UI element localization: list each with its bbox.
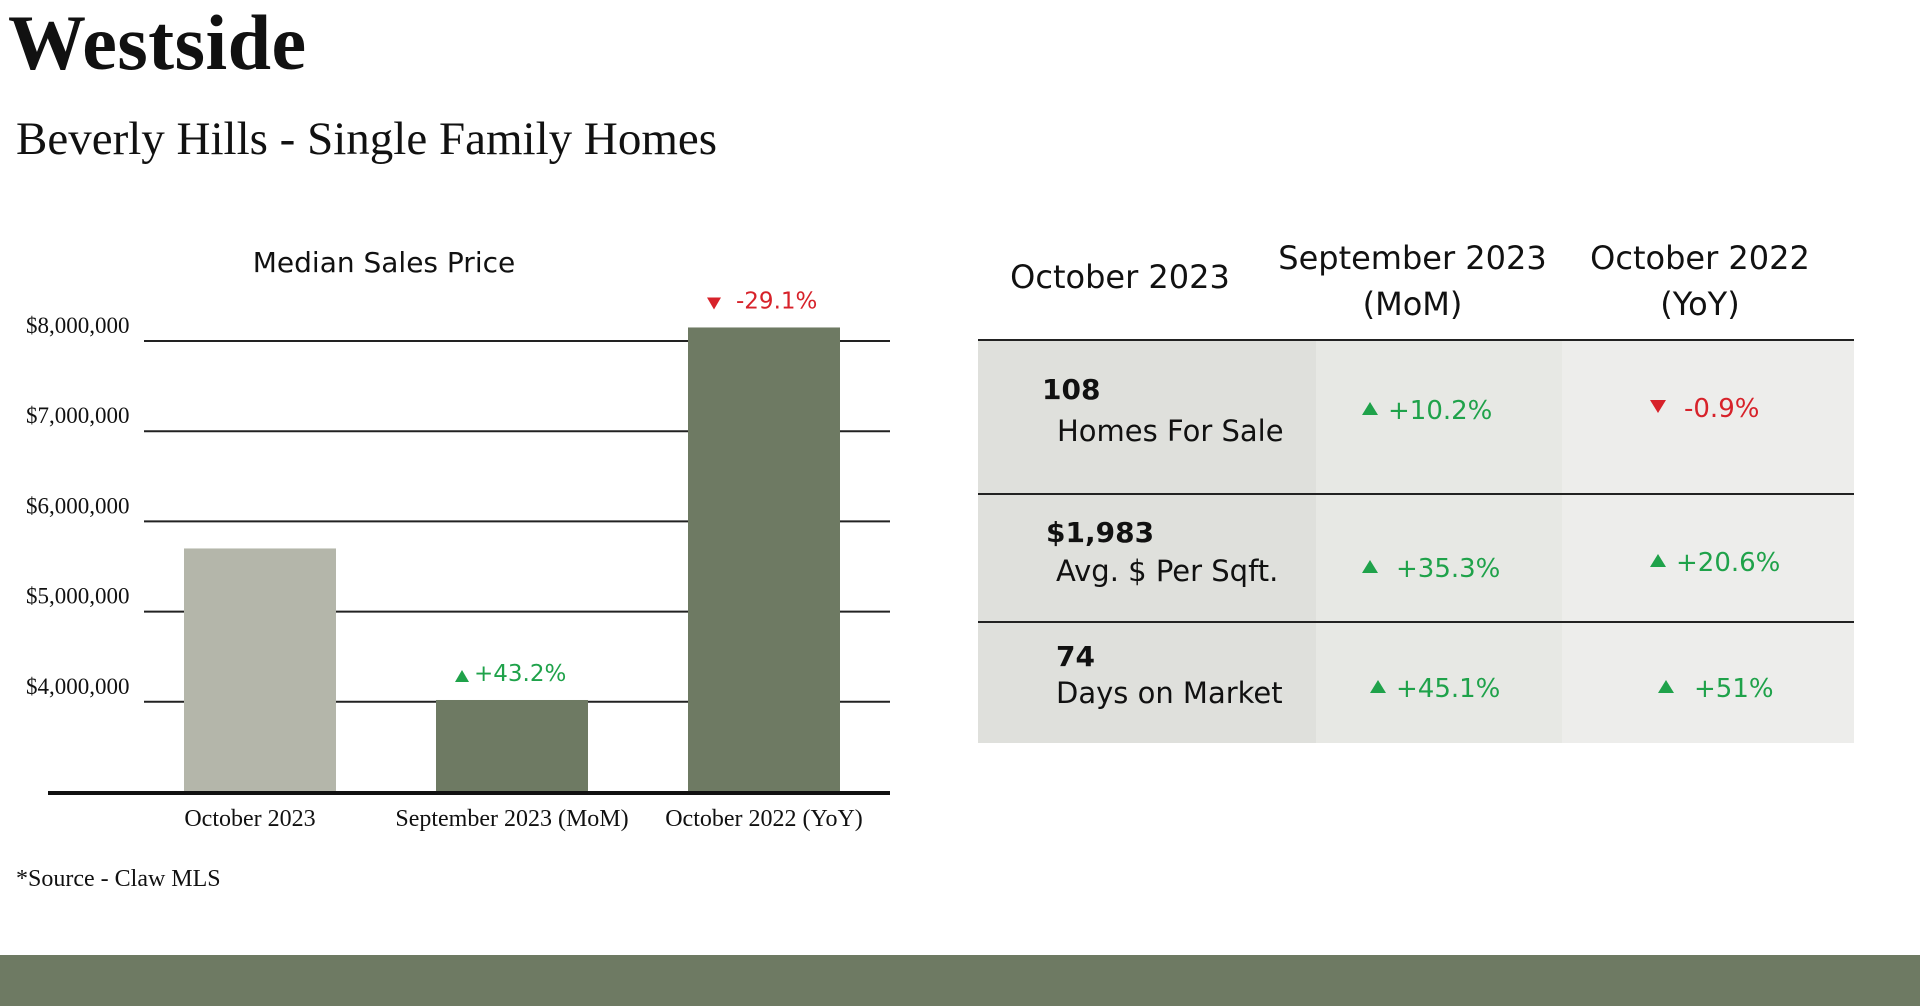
y-tick-label: $6,000,000: [26, 493, 130, 518]
price-per-sqft-mom-text: +35.3%: [1396, 554, 1501, 584]
table-row-divider: [978, 621, 1854, 623]
down-arrow-icon: [1650, 400, 1666, 413]
homes-for-sale-yoy: -0.9%: [1650, 394, 1759, 424]
y-tick-label: $5,000,000: [26, 584, 130, 609]
median-sales-price-chart: Median Sales Price $4,000,000 $5,000,000 $6…: [26, 246, 890, 832]
table-header-divider: [978, 339, 1854, 341]
y-tick-label: $7,000,000: [26, 403, 130, 428]
homes-for-sale-yoy-text: -0.9%: [1684, 394, 1760, 424]
y-tick-label: $4,000,000: [26, 674, 130, 699]
bar: [436, 699, 588, 792]
bar-change-label: -29.1%: [736, 288, 817, 314]
days-on-market-yoy: +51%: [1658, 674, 1774, 704]
up-arrow-icon: [1658, 680, 1674, 693]
days-on-market-label: Days on Market: [1056, 676, 1283, 710]
bar-change-label: +43.2%: [474, 661, 566, 687]
homes-for-sale-mom-text: +10.2%: [1388, 396, 1493, 426]
down-arrow-icon: [707, 297, 721, 310]
table-header-yoy: October 2022 (YoY): [1590, 239, 1810, 323]
price-per-sqft-value: $1,983: [1046, 516, 1155, 549]
source-note: *Source - Claw MLS: [16, 866, 221, 892]
days-on-market-value: 74: [1056, 640, 1095, 673]
up-arrow-icon: [1362, 560, 1378, 573]
price-per-sqft-label: Avg. $ Per Sqft.: [1056, 554, 1279, 588]
up-arrow-icon: [455, 669, 469, 682]
page-subtitle: Beverly Hills - Single Family Homes: [16, 113, 718, 165]
days-on-market-yoy-text: +51%: [1694, 674, 1774, 704]
up-arrow-icon: [1370, 680, 1386, 693]
days-on-market-mom: +45.1%: [1370, 674, 1500, 704]
table-col-bg-current: [978, 341, 1316, 743]
price-per-sqft-mom: +35.3%: [1362, 554, 1500, 584]
table-col-bg-mom: [1316, 341, 1562, 743]
chart-title: Median Sales Price: [253, 246, 515, 279]
bar: [688, 327, 840, 792]
region-title: Westside: [8, 0, 307, 86]
table-header-current: October 2023: [1010, 258, 1230, 296]
table-header-mom: September 2023 (MoM): [1278, 239, 1547, 323]
price-per-sqft-yoy: +20.6%: [1650, 548, 1780, 578]
x-tick-label: September 2023 (MoM): [395, 806, 628, 832]
days-on-market-mom-text: +45.1%: [1396, 674, 1501, 704]
x-tick-label: October 2022 (YoY): [665, 806, 863, 832]
x-tick-label: October 2023: [184, 806, 315, 832]
table-col-bg-yoy: [1562, 341, 1854, 743]
table-row-divider: [978, 493, 1854, 495]
price-per-sqft-yoy-text: +20.6%: [1676, 548, 1781, 578]
up-arrow-icon: [1650, 554, 1666, 567]
homes-for-sale-value: 108: [1042, 373, 1101, 406]
homes-for-sale-mom: +10.2%: [1362, 396, 1492, 426]
bar: [184, 548, 336, 792]
homes-for-sale-label: Homes For Sale: [1057, 414, 1284, 448]
bottom-accent-bar: [0, 955, 1920, 1006]
up-arrow-icon: [1362, 402, 1378, 415]
y-tick-label: $8,000,000: [26, 313, 130, 338]
